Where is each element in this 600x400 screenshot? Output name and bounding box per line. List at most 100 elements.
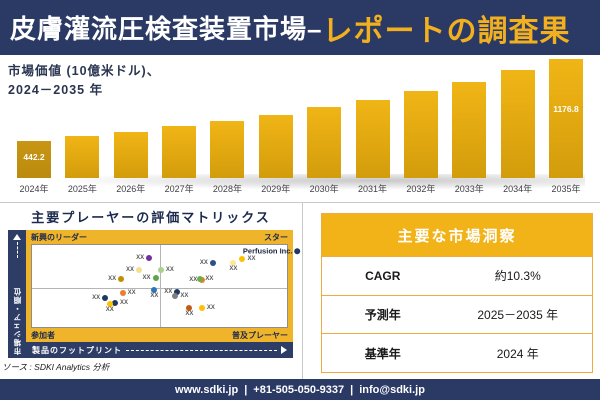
scatter-point-label: XX <box>164 288 173 295</box>
y-axis-dashed-line <box>16 242 18 258</box>
bar-column-2027年: 2027年 <box>162 59 197 194</box>
scatter-dot <box>151 287 158 294</box>
page-title-banner: 皮膚灌流圧検査装置市場– レポートの調査果 <box>0 0 600 55</box>
bar-2029年 <box>258 115 293 178</box>
row-value-cagr: 約10.3% <box>494 269 541 284</box>
footer-bar: www.sdki.jp | +81-505-050-9337 | info@sd… <box>0 379 600 400</box>
scatter-point-label: XX <box>108 276 117 283</box>
footer-separator: | <box>350 383 354 396</box>
scatter-dot <box>111 300 118 307</box>
footer-email-link[interactable]: info@sdki.jp <box>359 383 425 396</box>
bar-column-2034年: 2034年 <box>500 59 535 194</box>
matrix-x-axis: 製品のフットプリント <box>26 342 293 358</box>
scatter-point-label: XX <box>125 266 135 273</box>
scatter-dot <box>209 260 216 267</box>
insights-table: 主要な市場洞察 CAGR 約10.3% 予測年 2025－2035 年 基準年 … <box>321 213 593 373</box>
scatter-point-label: XX <box>92 295 101 302</box>
bar-column-2032年: 2032年 <box>403 59 438 194</box>
highlighted-company-label: Perfusion Inc. <box>242 246 293 256</box>
x-tick-label: 2028年 <box>212 184 242 194</box>
matrix-heading: 主要プレーヤーの評価マトリックス <box>31 210 271 225</box>
scatter-dot <box>239 256 246 263</box>
scatter-dot <box>157 266 164 273</box>
arrow-right-icon <box>281 346 287 354</box>
x-tick-label: 2025年 <box>67 184 97 194</box>
bar-column-2030年: 2030年 <box>307 59 342 194</box>
scatter-point: XX <box>125 266 143 273</box>
x-tick-label: 2027年 <box>164 184 194 194</box>
scatter-point: XX <box>150 287 158 299</box>
chart-title-line1: 市場価値 (10億米ドル)、 <box>8 64 161 78</box>
x-tick-label: 2026年 <box>116 184 146 194</box>
matrix-main: 新興のリーダー スター XX XX XX XX XX XX XX XX XX XX Perfusio… <box>26 230 301 358</box>
insights-table-header: 主要な市場洞察 <box>322 214 592 256</box>
scatter-point-label: XX <box>136 255 145 262</box>
footer-phone[interactable]: +81-505-050-9337 <box>253 383 345 396</box>
scatter-point: XX <box>106 300 114 313</box>
scatter-dot <box>198 305 205 312</box>
page-title: 皮膚灌流圧検査装置市場– <box>10 14 323 44</box>
scatter-dot <box>230 259 237 266</box>
x-tick-label: 2030年 <box>309 184 339 194</box>
bar-column-2025年: 2025年 <box>65 59 100 194</box>
x-tick-label: 2034年 <box>503 184 533 194</box>
scatter-dot <box>197 276 204 283</box>
bar-column-2028年: 2028年 <box>210 59 245 194</box>
scatter-point-label: XX <box>165 266 174 273</box>
bar-2028年 <box>210 121 245 178</box>
footer-website-link[interactable]: www.sdki.jp <box>175 383 239 396</box>
bar-column-2031年: 2031年 <box>355 59 390 194</box>
matrix-y-axis: 市場シェア・順位 <box>8 230 26 358</box>
x-tick-label: 2031年 <box>358 184 388 194</box>
bar-series: 442.2 2024年 2025年 2026年 2027年 2028年 2029年 2030年… <box>17 59 583 194</box>
x-tick-label: 2033年 <box>454 184 484 194</box>
scatter-plot: XX XX XX XX XX XX XX XX XX XX Perfusion Inc. XX XX XX… <box>31 244 301 328</box>
bar-column-2033年: 2033年 <box>452 59 487 194</box>
scatter-point: XX <box>239 256 255 263</box>
scatter-dot <box>146 255 153 262</box>
bar-column-2024年: 442.2 2024年 <box>17 59 51 194</box>
scatter-point-label: XX <box>205 276 214 283</box>
scatter-dot <box>106 300 113 307</box>
table-row: 予測年 2025－2035 年 <box>322 294 592 334</box>
scatter-point: XX <box>119 290 136 297</box>
page-title-accent: レポートの調査果 <box>322 14 571 48</box>
x-tick-label: 2032年 <box>406 184 436 194</box>
bar-2027年 <box>162 126 197 178</box>
chart-title-line2: 2024－2035 年 <box>8 82 104 97</box>
scatter-point-label: XX <box>119 300 128 307</box>
scatter-point-label: XX <box>180 293 189 300</box>
scatter-point: Perfusion Inc. <box>243 247 301 255</box>
scatter-point: XX <box>136 255 153 262</box>
scatter-point-label: XX <box>127 290 136 297</box>
scatter-point-label: XX <box>189 277 198 284</box>
row-label-forecast-years: 予測年 <box>364 308 401 322</box>
bar-2034年 <box>500 70 535 178</box>
row-value-forecast-years: 2025－2035 年 <box>477 308 559 322</box>
bar-value-label: 1176.8 <box>553 103 579 114</box>
x-axis-dashed-line <box>126 349 277 351</box>
scatter-point: XX <box>157 266 174 273</box>
bar-value-label: 442.2 <box>23 151 45 162</box>
matrix-gold-frame: 新興のリーダー スター XX XX XX XX XX XX XX XX XX XX Perfusio… <box>26 230 301 342</box>
bar-2035年: 1176.8 <box>548 59 583 178</box>
vertical-divider <box>302 203 303 379</box>
scatter-dot <box>136 266 143 273</box>
bar-2024年: 442.2 <box>17 141 51 178</box>
scatter-dot <box>186 305 193 311</box>
scatter-dot <box>119 290 126 297</box>
scatter-dot <box>118 276 125 283</box>
bar-shadow <box>60 174 585 190</box>
scatter-point: XX <box>111 300 128 307</box>
scatter-point: XX <box>197 276 214 283</box>
scatter-point: XX <box>164 288 181 295</box>
scatter-point: XX <box>143 274 159 281</box>
quadrant-label-pervasive-players: 普及プレーヤー <box>232 330 288 340</box>
market-value-chart: 市場価値 (10億米ドル)、 2024－2035 年 442.2 2024年 202… <box>0 55 600 202</box>
scatter-dot <box>152 274 159 281</box>
arrow-up-icon <box>13 234 21 240</box>
bar-2033年 <box>452 82 487 178</box>
scatter-point: XX <box>229 259 237 272</box>
scatter-point: XX <box>172 293 189 300</box>
